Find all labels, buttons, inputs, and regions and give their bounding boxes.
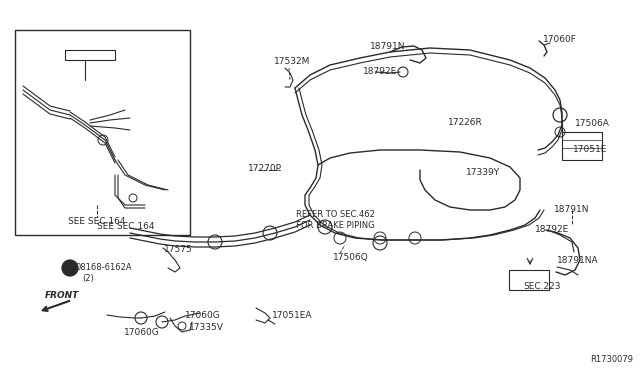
Text: 17335V: 17335V [189, 323, 224, 332]
Text: 17506Q: 17506Q [333, 253, 369, 262]
Text: 17060G: 17060G [185, 311, 221, 320]
Bar [562, 132, 602, 160]
Text: R1730079: R1730079 [590, 355, 633, 364]
Text: 18791N: 18791N [370, 42, 406, 51]
Text: 18792E: 18792E [363, 67, 397, 76]
Text: SEE SEC.164: SEE SEC.164 [97, 222, 154, 231]
Text: FRONT: FRONT [45, 291, 79, 299]
Text: 17051E: 17051E [573, 145, 607, 154]
Text: 17575: 17575 [164, 245, 193, 254]
Text: 08168-6162A: 08168-6162A [75, 263, 132, 272]
Bar [509, 270, 549, 290]
Text: 18791N: 18791N [554, 205, 589, 214]
Text: FOR BRAKE PIPING: FOR BRAKE PIPING [296, 221, 374, 230]
Text: SEC.223: SEC.223 [523, 282, 561, 291]
Text: 17060G: 17060G [124, 328, 160, 337]
Text: 17532M: 17532M [274, 57, 310, 66]
Text: 18791NA: 18791NA [557, 256, 598, 265]
Bar [15, 30, 190, 235]
Text: 17270P: 17270P [248, 164, 282, 173]
Text: 17060F: 17060F [543, 35, 577, 44]
Text: 17339Y: 17339Y [466, 168, 500, 177]
Text: (2): (2) [82, 274, 93, 283]
Text: REFER TO SEC.462: REFER TO SEC.462 [296, 210, 375, 219]
Text: 17506A: 17506A [575, 119, 610, 128]
Text: 17051EA: 17051EA [272, 311, 312, 320]
Text: B: B [67, 263, 73, 273]
Circle shape [62, 260, 78, 276]
Text: 18792E: 18792E [535, 225, 569, 234]
Text: SEE SEC.164: SEE SEC.164 [68, 217, 125, 226]
Text: 17226R: 17226R [448, 118, 483, 127]
